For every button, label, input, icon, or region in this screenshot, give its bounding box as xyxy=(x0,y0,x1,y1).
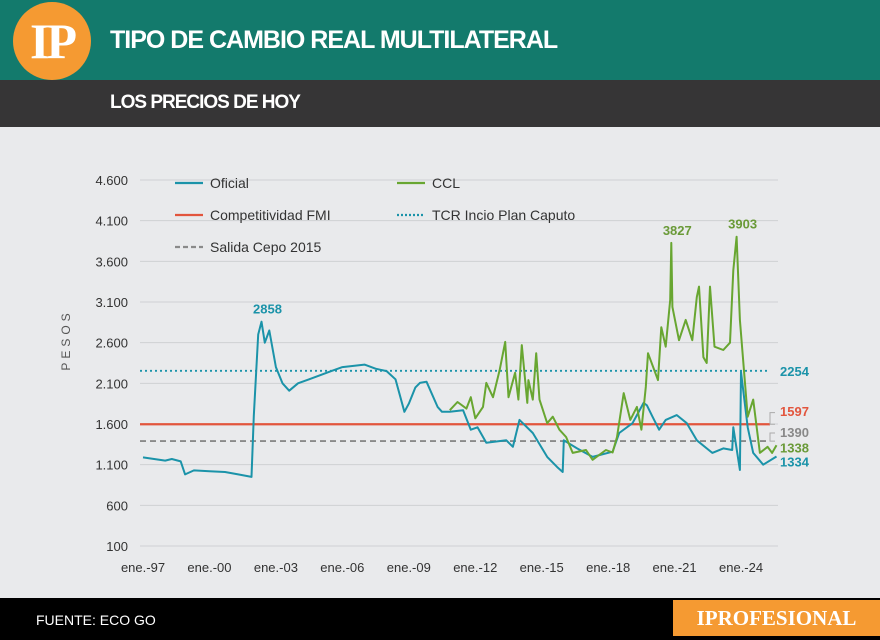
y-tick-label: 3.100 xyxy=(95,295,128,310)
series-line-oficial xyxy=(142,320,778,478)
x-tick-label: ene.-06 xyxy=(320,560,364,575)
series-line-ccl xyxy=(449,235,778,461)
x-tick-label: ene.-15 xyxy=(520,560,564,575)
x-tick-label: ene.-97 xyxy=(121,560,165,575)
x-tick-label: ene.-18 xyxy=(586,560,630,575)
y-tick-label: 2.100 xyxy=(95,376,128,391)
x-tick-label: ene.-24 xyxy=(719,560,763,575)
y-tick-label: 600 xyxy=(106,498,128,513)
legend-label-caputo: TCR Incio Plan Caputo xyxy=(432,207,575,223)
y-axis-label: PESOS xyxy=(59,309,73,370)
x-tick-label: ene.-03 xyxy=(254,560,298,575)
chart-title: TIPO DE CAMBIO REAL MULTILATERAL xyxy=(110,26,558,54)
exchange-rate-chart: 4.600 4.100 3.600 3.100 2.600 2.100 1.600 1.100… xyxy=(59,173,810,575)
annotation-label: 1597 xyxy=(780,404,809,419)
chart-subtitle: LOS PRECIOS DE HOY xyxy=(110,92,301,113)
legend-label-fmi: Competitividad FMI xyxy=(210,207,331,223)
y-tick-label: 3.600 xyxy=(95,254,128,269)
x-tick-label: ene.-09 xyxy=(387,560,431,575)
x-tick-label: ene.-12 xyxy=(453,560,497,575)
annotation-label: 2254 xyxy=(780,364,810,379)
annotation-label: 1338 xyxy=(780,441,809,456)
annotation-label: 3827 xyxy=(663,223,692,238)
legend-label-oficial: Oficial xyxy=(210,175,249,191)
y-tick-label: 4.600 xyxy=(95,173,128,188)
ip-logo: IP xyxy=(13,2,91,80)
y-tick-label: 100 xyxy=(106,539,128,554)
y-tick-label: 1.100 xyxy=(95,458,128,473)
bracket-fmi xyxy=(769,412,775,425)
annotation-label: 1390 xyxy=(780,425,809,440)
header-bar xyxy=(0,0,880,80)
annotation-label: 3903 xyxy=(728,217,757,232)
annotation-label: 1334 xyxy=(780,454,810,469)
x-tick-label: ene.-00 xyxy=(187,560,231,575)
y-tick-label: 4.100 xyxy=(95,214,128,229)
bracket-cepo xyxy=(769,432,775,442)
y-tick-label: 2.600 xyxy=(95,336,128,351)
brand-logo: IPROFESIONAL xyxy=(673,600,880,636)
source-note: FUENTE: ECO GO xyxy=(36,612,156,628)
subheader-bar xyxy=(0,80,880,127)
x-tick-label: ene.-21 xyxy=(653,560,697,575)
legend-label-cepo: Salida Cepo 2015 xyxy=(210,239,322,255)
legend-label-ccl: CCL xyxy=(432,175,460,191)
y-tick-label: 1.600 xyxy=(95,417,128,432)
annotation-label: 2858 xyxy=(253,302,282,317)
